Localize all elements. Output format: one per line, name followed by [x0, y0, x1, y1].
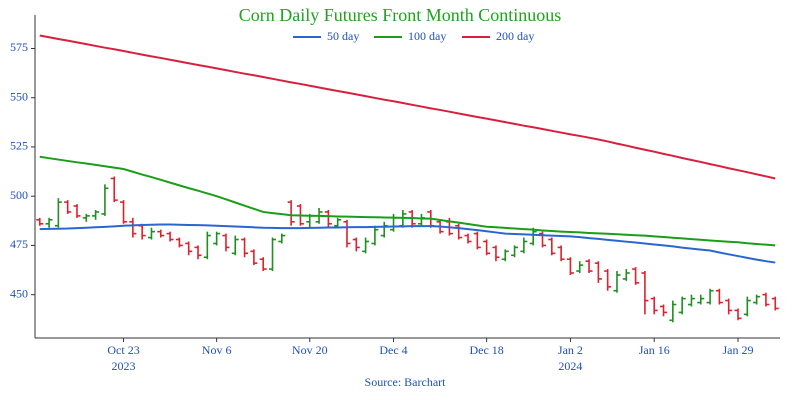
x-tick-year: 2024	[558, 359, 582, 373]
legend-label: 50 day	[327, 29, 359, 43]
x-tick-label: Dec 18	[469, 343, 503, 357]
y-tick-label: 525	[10, 139, 28, 153]
y-tick-label: 575	[10, 40, 28, 54]
legend-label: 200 day	[496, 29, 534, 43]
source-note: Source: Barchart	[365, 375, 447, 389]
x-tick-label: Jan 2	[558, 343, 583, 357]
y-tick-label: 500	[10, 188, 28, 202]
x-tick-label: Oct 23	[107, 343, 139, 357]
x-tick-label: Nov 6	[202, 343, 232, 357]
y-tick-label: 550	[10, 89, 28, 103]
x-tick-year: 2023	[112, 359, 136, 373]
x-tick-label: Jan 29	[723, 343, 754, 357]
legend-label: 100 day	[408, 29, 446, 43]
x-tick-label: Jan 16	[639, 343, 670, 357]
x-tick-label: Nov 20	[292, 343, 328, 357]
ma-line	[39, 34, 776, 180]
ma-line	[39, 155, 776, 247]
y-tick-label: 475	[10, 237, 28, 251]
chart-title: Corn Daily Futures Front Month Continuou…	[239, 5, 562, 25]
x-tick-label: Dec 4	[379, 343, 407, 357]
ma-line	[39, 223, 776, 264]
y-tick-label: 450	[10, 286, 28, 300]
